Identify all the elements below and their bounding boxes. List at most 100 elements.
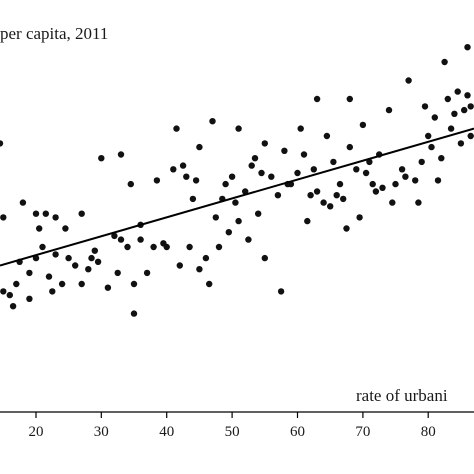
data-point: [464, 92, 471, 99]
data-point: [379, 184, 386, 191]
data-point: [65, 254, 72, 262]
data-point: [438, 155, 445, 162]
data-point: [425, 132, 432, 140]
data-point: [39, 243, 46, 251]
data-point: [143, 269, 151, 277]
data-point: [9, 303, 17, 310]
data-point: [418, 158, 425, 166]
data-point: [85, 266, 92, 273]
data-point: [183, 173, 190, 180]
data-point: [117, 151, 125, 158]
data-point: [313, 95, 321, 103]
data-point: [78, 280, 85, 288]
data-point: [130, 310, 138, 317]
data-point: [232, 199, 239, 206]
data-point: [45, 273, 53, 280]
data-point: [362, 169, 370, 177]
data-point: [431, 114, 438, 121]
data-point: [454, 88, 461, 95]
data-point: [415, 199, 422, 206]
data-points: [0, 44, 474, 317]
data-point: [196, 266, 203, 273]
data-point: [467, 132, 474, 140]
data-point: [130, 280, 138, 288]
data-point: [0, 214, 7, 221]
data-point: [343, 225, 350, 232]
data-point: [402, 173, 409, 180]
data-point: [307, 192, 314, 199]
data-point: [372, 188, 380, 195]
data-point: [202, 254, 210, 262]
data-point: [186, 243, 193, 251]
data-point: [467, 103, 474, 110]
data-point: [127, 180, 134, 188]
data-point: [98, 155, 105, 162]
data-point: [346, 143, 353, 151]
data-point: [268, 173, 275, 180]
data-point: [313, 188, 321, 195]
data-point: [392, 180, 399, 188]
data-point: [441, 58, 448, 66]
data-point: [412, 177, 419, 184]
data-point: [32, 210, 40, 217]
data-point: [346, 95, 353, 103]
data-point: [13, 280, 20, 288]
data-point: [209, 118, 216, 125]
data-point: [36, 225, 43, 232]
data-point: [277, 288, 285, 295]
data-point: [245, 236, 252, 243]
data-point: [49, 288, 56, 295]
data-point: [6, 291, 13, 299]
data-point: [421, 103, 429, 110]
data-point: [215, 243, 223, 251]
data-point: [340, 195, 347, 203]
data-point: [330, 158, 337, 166]
data-point: [26, 269, 33, 277]
data-point: [111, 232, 118, 240]
data-point: [19, 199, 27, 206]
data-point: [304, 217, 311, 225]
data-point: [333, 192, 340, 199]
data-point: [464, 44, 471, 51]
data-point: [52, 251, 59, 258]
data-point: [228, 173, 236, 180]
data-point: [428, 143, 435, 151]
data-point: [261, 254, 268, 262]
x-tick-label: 80: [421, 424, 436, 440]
data-point: [170, 166, 177, 173]
data-point: [320, 199, 327, 206]
data-point: [242, 188, 249, 195]
data-point: [26, 295, 33, 302]
x-tick-label: 20: [29, 424, 44, 440]
data-point: [258, 169, 265, 177]
data-point: [137, 236, 144, 243]
data-point: [192, 177, 200, 184]
data-point: [405, 77, 412, 84]
data-point: [369, 180, 376, 188]
data-point: [72, 262, 79, 269]
x-tick-label: 50: [225, 424, 240, 440]
data-point: [281, 147, 288, 154]
data-point: [251, 155, 259, 162]
data-point: [163, 243, 170, 251]
data-point: [153, 177, 161, 184]
data-point: [359, 121, 367, 129]
data-point: [235, 217, 242, 225]
data-point: [297, 125, 304, 132]
data-point: [353, 166, 360, 173]
data-point: [434, 177, 442, 184]
x-axis-label: rate of urbani: [356, 386, 448, 405]
x-tick-label: 30: [94, 424, 109, 440]
data-point: [398, 166, 406, 173]
data-point: [117, 236, 125, 243]
data-point: [323, 132, 331, 140]
data-point: [104, 284, 112, 291]
data-point: [173, 125, 180, 132]
data-point: [451, 110, 458, 118]
x-tick-label: 60: [290, 424, 305, 440]
data-point: [336, 180, 344, 188]
data-point: [447, 125, 455, 132]
y-axis-label: per capita, 2011: [0, 24, 108, 43]
data-point: [225, 229, 232, 236]
data-point: [62, 225, 69, 232]
